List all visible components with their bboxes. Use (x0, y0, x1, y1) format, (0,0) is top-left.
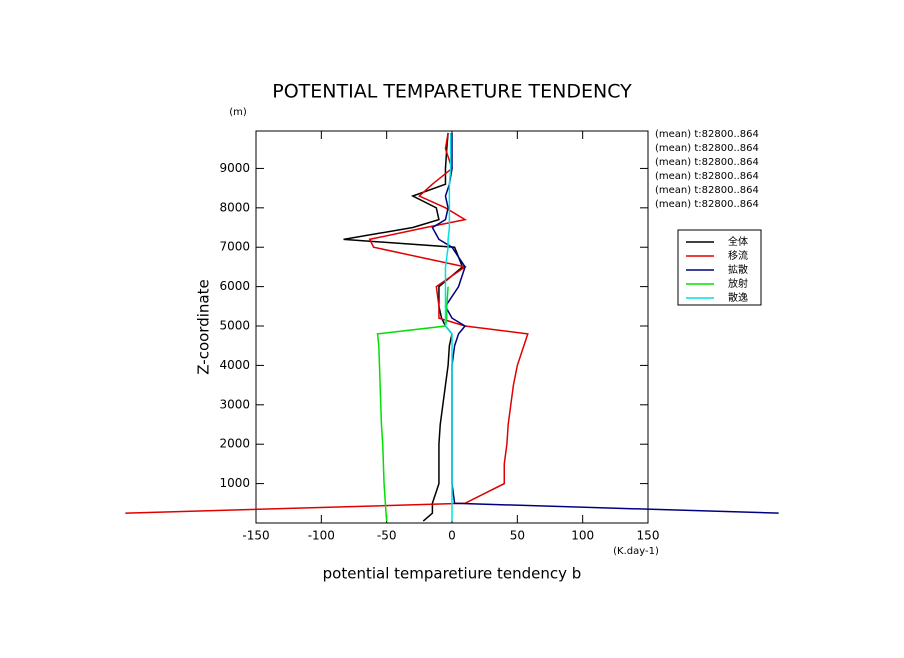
x-tick-label: 100 (571, 529, 594, 543)
y-tick-label: 2000 (219, 437, 250, 451)
x-tick-label: -150 (242, 529, 269, 543)
annotation: (mean) t:82800..864 (655, 129, 759, 140)
legend-label: 散逸 (728, 291, 748, 304)
y-tick-label: 9000 (219, 161, 250, 175)
x-tick-label: -50 (377, 529, 397, 543)
y-axis-label: Z-coordinate (195, 279, 213, 374)
y-tick-label: 5000 (219, 319, 250, 333)
x-tick-label: 50 (510, 529, 525, 543)
y-tick-label: 6000 (219, 279, 250, 293)
y-tick-label: 4000 (219, 358, 250, 372)
y-tick-label: 1000 (219, 476, 250, 490)
profile-line (125, 132, 529, 514)
annotation: (mean) t:82800..864 (655, 199, 759, 210)
legend-label: 放射 (728, 277, 748, 290)
y-tick-label: 7000 (219, 240, 250, 254)
legend-label: 移流 (728, 249, 748, 262)
y-tick-label: 8000 (219, 200, 250, 214)
y-unit: (m) (229, 107, 247, 118)
x-tick-label: -100 (308, 529, 335, 543)
annotation: (mean) t:82800..864 (655, 171, 759, 182)
x-tick-label: 0 (448, 529, 456, 543)
profile-line (444, 132, 453, 522)
legend-label: 全体 (728, 235, 748, 248)
profile-line (343, 132, 464, 522)
x-unit: (K.day-1) (613, 546, 659, 557)
annotation: (mean) t:82800..864 (655, 157, 759, 168)
x-tick-label: 150 (637, 529, 660, 543)
legend-label: 拡散 (728, 263, 748, 276)
chart-title: POTENTIAL TEMPARETURE TENDENCY (272, 81, 632, 103)
annotation: (mean) t:82800..864 (655, 185, 759, 196)
y-tick-label: 3000 (219, 397, 250, 411)
x-axis-label: potential temparetiure tendency b (323, 565, 582, 583)
annotation: (mean) t:82800..864 (655, 143, 759, 154)
